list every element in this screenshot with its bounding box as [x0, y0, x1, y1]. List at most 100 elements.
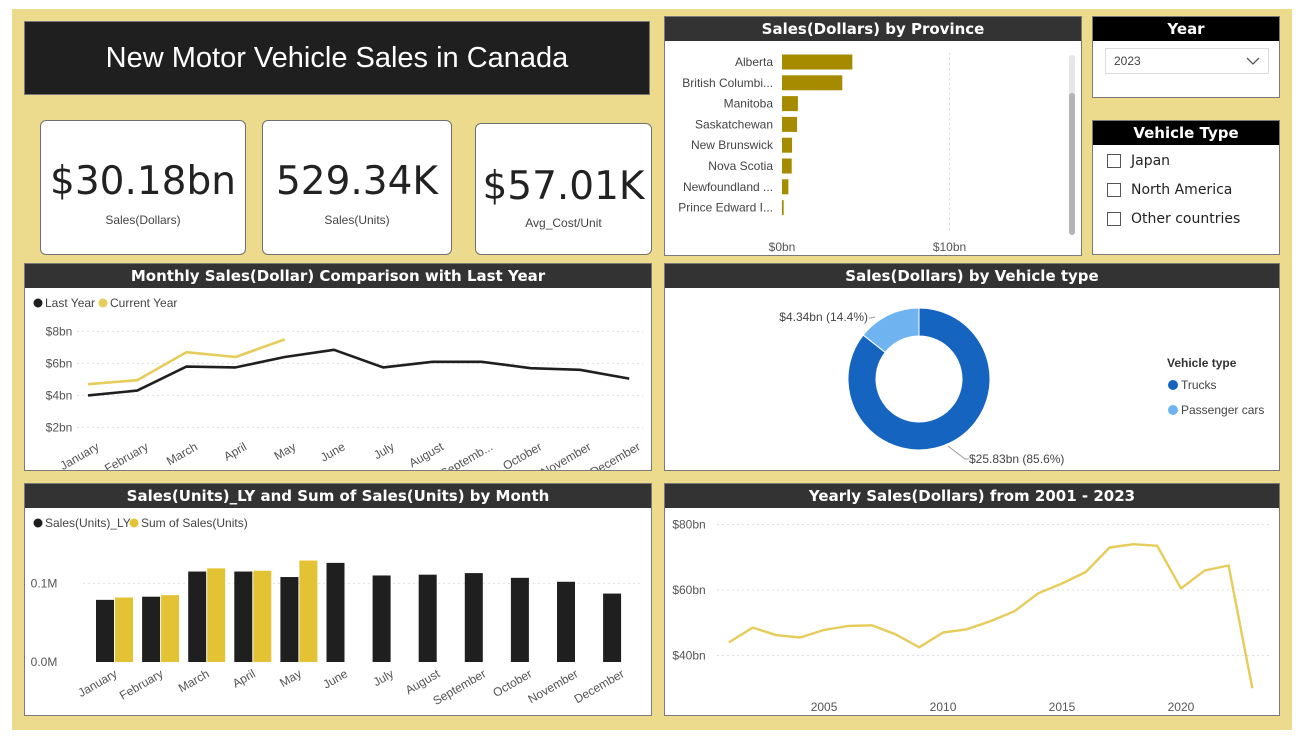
- category-label: Newfoundland ...: [683, 180, 773, 194]
- legend-dot-icon: [1168, 380, 1178, 390]
- dashboard-title: New Motor Vehicle Sales in Canada: [24, 21, 650, 95]
- checkbox-icon[interactable]: [1107, 212, 1121, 226]
- category-label: British Columbi...: [682, 76, 773, 90]
- x-tick-label: 2005: [811, 700, 838, 714]
- checkbox-label: Other countries: [1131, 211, 1241, 227]
- year-dropdown[interactable]: 2023: [1105, 48, 1269, 74]
- x-tick-label: $0bn: [769, 240, 796, 254]
- checkbox-japan[interactable]: Japan: [1107, 151, 1170, 171]
- province-bar-chart[interactable]: $0bn $10bn Alberta British Columbi... Manito…: [665, 41, 1081, 255]
- series-line: [87, 338, 286, 386]
- donut-slice: [847, 307, 991, 451]
- x-tick-label: November: [539, 439, 594, 470]
- kpi-label: Sales(Dollars): [105, 213, 181, 227]
- bar: [782, 96, 798, 112]
- leader-line: [947, 445, 969, 460]
- bar: [782, 54, 853, 70]
- dashboard-canvas: New Motor Vehicle Sales in Canada $30.18…: [12, 9, 1292, 730]
- bar: [603, 593, 622, 662]
- bar: [207, 568, 226, 662]
- y-tick-label: $6bn: [46, 356, 73, 370]
- y-tick-label: $40bn: [672, 648, 705, 662]
- bar: [782, 200, 784, 216]
- x-tick-label: April: [221, 439, 249, 463]
- legend-label: Sales(Units)_LY: [45, 516, 131, 530]
- scrollbar-thumb[interactable]: [1069, 93, 1075, 235]
- x-tick-label: July: [371, 439, 396, 462]
- kpi-value: $57.01K: [482, 164, 645, 209]
- legend-title: Vehicle type: [1167, 356, 1237, 370]
- slice-data-label: $4.34bn (14.4%): [779, 310, 868, 324]
- x-tick-label: January: [76, 666, 120, 699]
- chart-title: Sales(Dollars) by Vehicle type: [665, 264, 1279, 288]
- legend-dot-icon: [129, 518, 139, 528]
- legend-dot-icon: [98, 298, 108, 308]
- bar: [188, 571, 207, 662]
- x-tick-label: November: [526, 666, 581, 706]
- x-tick-label: February: [102, 439, 151, 470]
- y-tick-label: $80bn: [672, 518, 705, 532]
- bar: [782, 116, 798, 132]
- bar: [280, 577, 299, 662]
- bar: [418, 574, 437, 662]
- legend-label: Sum of Sales(Units): [141, 516, 248, 530]
- x-tick-label: 2020: [1168, 700, 1195, 714]
- year-slicer: Year 2023: [1092, 16, 1280, 98]
- legend-label: Trucks: [1181, 378, 1217, 392]
- x-tick-label: July: [371, 666, 396, 689]
- chart-title: Monthly Sales(Dollar) Comparison with La…: [25, 264, 651, 288]
- x-tick-label: $10bn: [933, 240, 966, 254]
- series-line: [87, 348, 630, 397]
- category-label: New Brunswick: [691, 138, 774, 152]
- checkbox-icon[interactable]: [1107, 183, 1121, 197]
- x-tick-label: 2010: [930, 700, 957, 714]
- y-tick-label: 0.1M: [31, 576, 58, 590]
- y-tick-label: 0.0M: [31, 655, 58, 669]
- slicer-title: Year: [1093, 17, 1279, 41]
- y-tick-label: $2bn: [46, 420, 73, 434]
- vehicle-type-donut-chart[interactable]: $25.83bn (85.6%) $4.34bn (14.4%) Vehicle t…: [665, 288, 1279, 470]
- x-tick-label: August: [407, 439, 447, 470]
- bar: [464, 573, 483, 662]
- x-tick-label: March: [176, 666, 212, 695]
- slice-data-label: $25.83bn (85.6%): [969, 452, 1064, 466]
- checkbox-icon[interactable]: [1107, 154, 1121, 168]
- legend-dot-icon: [33, 518, 43, 528]
- chart-title: Yearly Sales(Dollars) from 2001 - 2023: [665, 484, 1279, 508]
- scrollbar-track[interactable]: [1069, 55, 1075, 235]
- legend-dot-icon: [1168, 405, 1178, 415]
- kpi-value: 529.34K: [275, 159, 439, 204]
- chart-title: Sales(Dollars) by Province: [665, 17, 1081, 41]
- bar: [510, 577, 529, 662]
- x-tick-label: June: [320, 666, 350, 691]
- bar: [142, 596, 161, 662]
- bar: [234, 571, 253, 662]
- donut-slice: [862, 307, 920, 354]
- x-tick-label: December: [572, 666, 627, 706]
- yearly-line-chart[interactable]: $40bn $60bn $80bn 2005 2010 2015 2020: [665, 508, 1279, 715]
- yearly-chart-panel: Yearly Sales(Dollars) from 2001 - 2023 $…: [664, 483, 1280, 716]
- x-tick-label: Septemb...: [438, 439, 495, 470]
- x-tick-label: September: [430, 666, 488, 707]
- bar: [372, 575, 391, 662]
- vehicle-type-chart-panel: Sales(Dollars) by Vehicle type $25.83bn …: [664, 263, 1280, 471]
- series-line: [728, 543, 1254, 689]
- vehicle-type-slicer: Vehicle Type Japan North America Other c…: [1092, 120, 1280, 255]
- leader-line: [869, 316, 876, 319]
- bar: [557, 581, 575, 662]
- y-tick-label: $60bn: [672, 583, 705, 597]
- slicer-title: Vehicle Type: [1093, 121, 1279, 145]
- checkbox-other-countries[interactable]: Other countries: [1107, 209, 1240, 229]
- bar: [253, 570, 272, 662]
- monthly-dollars-chart-panel: Monthly Sales(Dollar) Comparison with La…: [24, 263, 652, 471]
- bar: [299, 560, 318, 662]
- monthly-dollars-line-chart[interactable]: Last Year Current Year $2bn $4bn $6bn $8bn Jan…: [25, 288, 651, 470]
- kpi-card-sales-dollars: $30.18bn Sales(Dollars): [40, 120, 246, 255]
- kpi-label: Avg_Cost/Unit: [525, 216, 602, 230]
- x-tick-label: December: [588, 439, 643, 470]
- chart-title: Sales(Units)_LY and Sum of Sales(Units) …: [25, 484, 651, 508]
- bar: [782, 75, 843, 91]
- y-tick-label: $8bn: [46, 324, 73, 338]
- checkbox-north-america[interactable]: North America: [1107, 180, 1232, 200]
- monthly-units-bar-chart[interactable]: Sales(Units)_LY Sum of Sales(Units) 0.0M 0.…: [25, 508, 651, 715]
